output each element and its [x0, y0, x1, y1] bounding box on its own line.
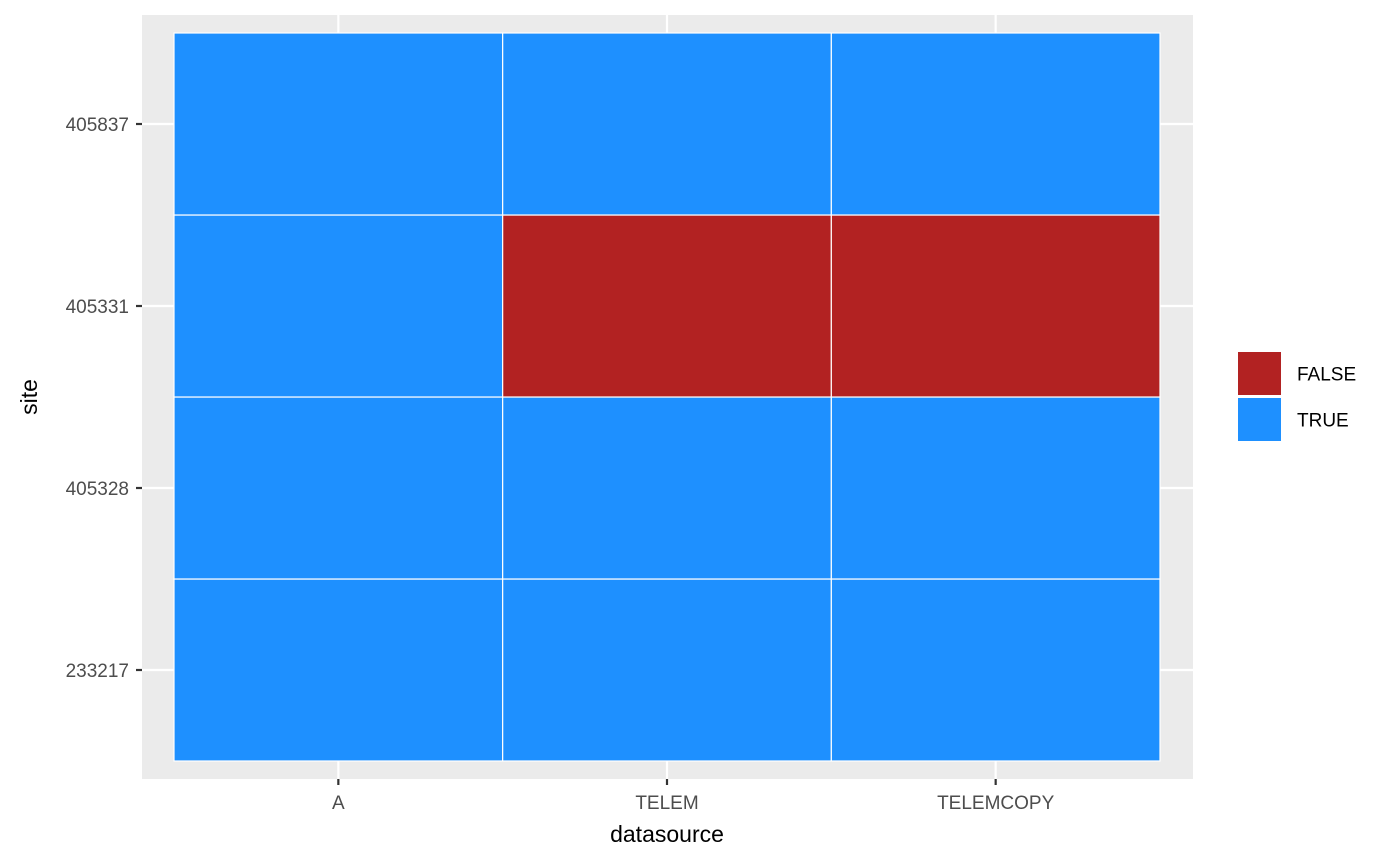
x-tick-label: TELEM	[635, 793, 698, 814]
legend-label-true: TRUE	[1297, 411, 1349, 432]
y-tick-label: 405837	[66, 115, 129, 136]
heatmap-tile	[502, 396, 832, 580]
y-axis: 233217 405328 405331 405837	[66, 115, 142, 682]
legend-key-true	[1238, 398, 1281, 441]
heatmap-tile	[502, 214, 832, 398]
y-tick-label: 233217	[66, 661, 129, 682]
legend-label-false: FALSE	[1297, 365, 1356, 386]
heatmap-tile	[173, 32, 504, 216]
x-axis: A TELEM TELEMCOPY	[332, 779, 1055, 814]
heatmap-tiles	[173, 32, 1161, 762]
x-tick-label: TELEMCOPY	[937, 793, 1055, 814]
legend: FALSE TRUE	[1238, 352, 1356, 441]
heatmap-tile	[830, 396, 1161, 580]
x-tick-label: A	[332, 793, 345, 814]
heatmap-tile	[173, 214, 504, 398]
heatmap-tile	[830, 578, 1161, 762]
y-tick-label: 405328	[66, 479, 129, 500]
heatmap-tile	[830, 32, 1161, 216]
heatmap-tile	[502, 578, 832, 762]
y-tick-label: 405331	[66, 297, 129, 318]
y-axis-title: site	[16, 379, 42, 415]
x-axis-title: datasource	[610, 821, 724, 847]
heatmap-tile	[502, 32, 832, 216]
heatmap-tile	[173, 578, 504, 762]
legend-key-false	[1238, 352, 1281, 395]
heatmap-tile	[173, 396, 504, 580]
heatmap-tile	[830, 214, 1161, 398]
